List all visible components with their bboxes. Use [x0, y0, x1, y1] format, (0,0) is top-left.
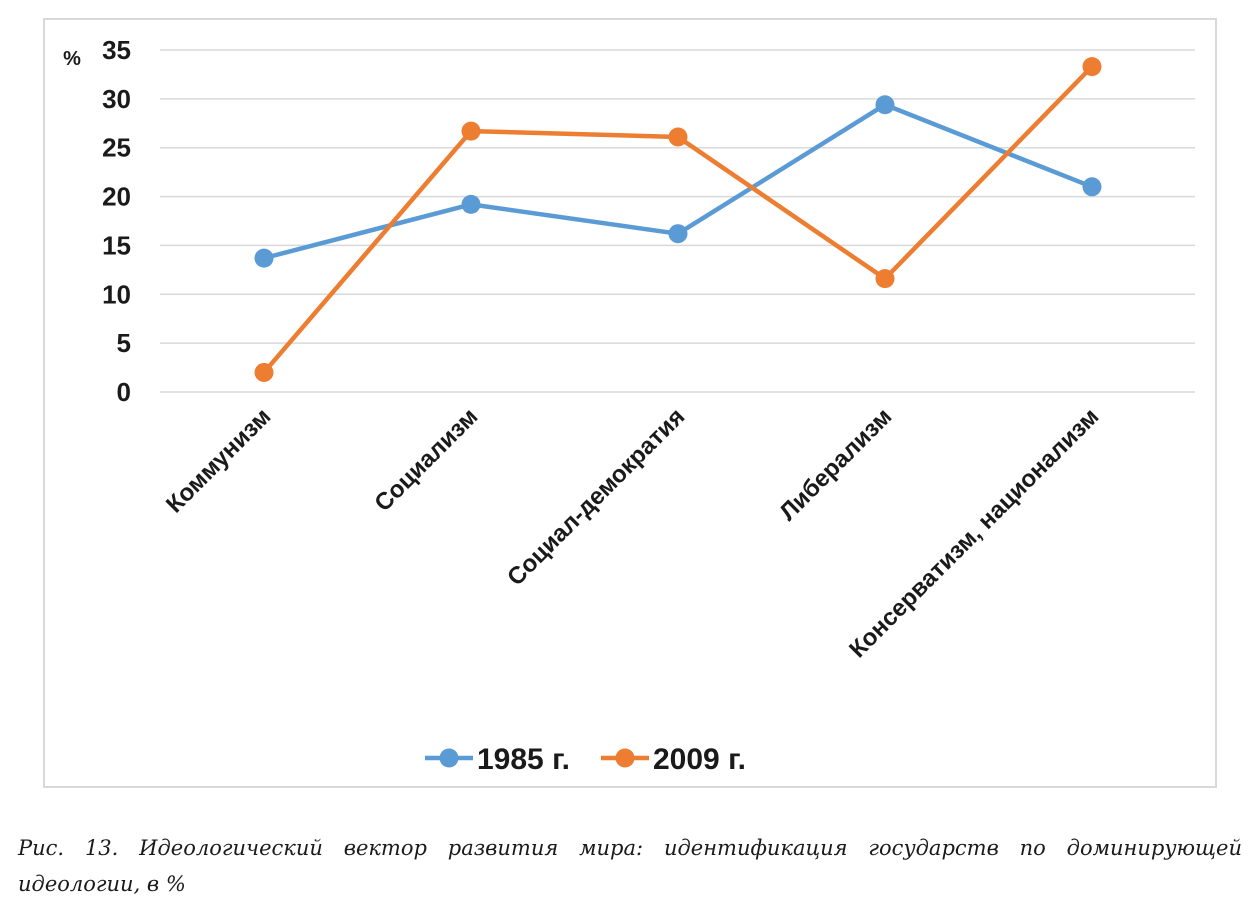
legend-swatch-marker	[615, 748, 635, 768]
data-point	[875, 95, 895, 115]
legend-item: 2009 г.	[601, 743, 746, 776]
line-chart: 0 5 10 15 20 25 30 35 % Коммунизм Социализм Социа…	[63, 35, 1195, 776]
x-category-label: Коммунизм	[161, 403, 276, 518]
y-tick-label: 15	[102, 230, 131, 260]
x-category-label: Либерализм	[774, 403, 897, 526]
x-category-label: Консерватизм, национализм	[844, 403, 1104, 663]
y-tick-label: 35	[102, 35, 131, 65]
legend-swatch-marker	[439, 748, 459, 768]
y-tick-label: 0	[117, 377, 131, 407]
x-category-label: Социализм	[369, 403, 483, 517]
data-point	[254, 248, 274, 268]
y-axis-ticks: 0 5 10 15 20 25 30 35	[102, 35, 131, 407]
data-point	[668, 224, 688, 244]
legend: 1985 г. 2009 г.	[425, 743, 746, 776]
legend-label: 2009 г.	[653, 743, 746, 776]
series-lines	[254, 57, 1102, 382]
figure-caption: Рис. 13. Идеологический вектор развития …	[18, 836, 1242, 896]
data-point	[254, 362, 274, 382]
y-tick-label: 20	[102, 182, 131, 212]
data-point	[461, 194, 481, 214]
data-point	[668, 127, 688, 147]
chart-frame: 0 5 10 15 20 25 30 35 % Коммунизм Социализм Социа…	[43, 18, 1217, 788]
y-tick-label: 10	[102, 279, 131, 309]
series-1	[254, 95, 1102, 268]
data-point	[461, 121, 481, 141]
y-tick-label: 30	[102, 84, 131, 114]
gridlines	[160, 49, 1195, 393]
data-point	[1082, 177, 1102, 197]
y-axis-unit: %	[63, 48, 81, 70]
legend-label: 1985 г.	[477, 743, 570, 776]
series-line	[262, 65, 1094, 374]
data-point	[1082, 57, 1102, 77]
series-2	[254, 57, 1102, 382]
y-tick-label: 25	[102, 133, 131, 163]
x-axis-categories: Коммунизм Социализм Социал-демократия Либер…	[161, 403, 1104, 663]
x-category-label: Социал-демократия	[502, 403, 690, 591]
legend-item: 1985 г.	[425, 743, 570, 776]
y-tick-label: 5	[117, 328, 131, 358]
data-point	[875, 269, 895, 289]
